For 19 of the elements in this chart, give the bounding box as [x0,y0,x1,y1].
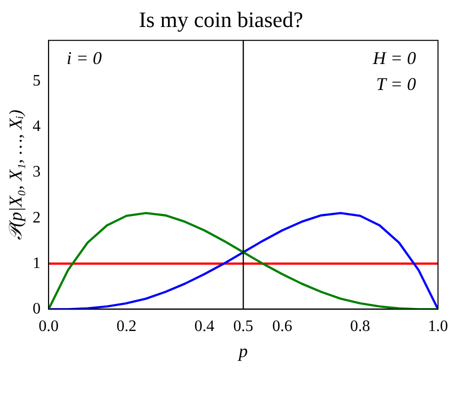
y-tick-label: 0 [32,300,41,318]
x-tick-label: 0.4 [194,318,214,336]
annotation: H = 0 [372,48,416,68]
y-tick-label: 2 [32,209,41,226]
x-tick-label: 0.8 [350,318,370,336]
x-tick-label: 0.0 [38,318,59,336]
y-tick-label: 5 [32,72,41,90]
x-tick-label: 1.0 [428,318,448,336]
y-tick-label: 3 [32,164,41,181]
y-tick-label: 1 [32,254,41,272]
annotation: i = 0 [66,48,102,68]
annotation: T = 0 [376,74,416,94]
y-axis-title: 𝒫(p|X₀, X₁, …, Xᵢ) [6,110,26,240]
x-tick-label: 0.2 [116,318,136,336]
x-axis-title: p [236,340,248,361]
chart-title: Is my coin biased? [138,6,304,32]
x-tick-label: 0.5 [233,318,254,336]
x-tick-label: 0.6 [272,318,292,336]
y-tick-label: 4 [32,118,41,136]
